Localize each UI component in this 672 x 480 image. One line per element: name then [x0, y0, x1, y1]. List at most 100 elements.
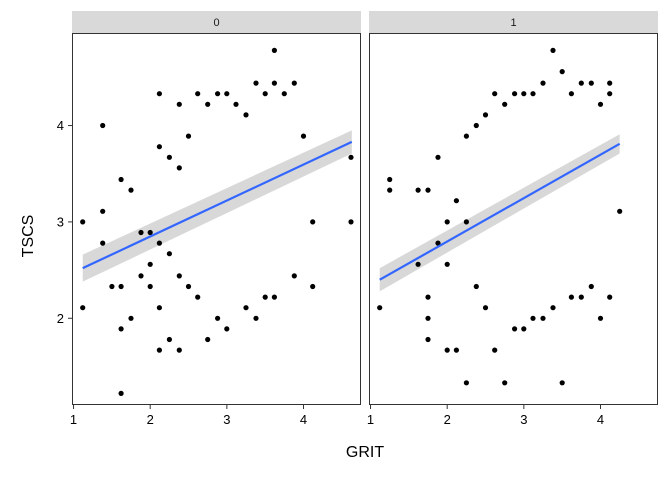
data-point — [540, 315, 546, 321]
data-point — [387, 176, 393, 183]
data-point — [166, 154, 172, 160]
y-axis-title: TSCS — [20, 215, 37, 258]
data-point — [205, 336, 211, 343]
data-point — [291, 273, 297, 279]
data-point — [482, 112, 489, 118]
data-point — [568, 294, 575, 300]
data-point — [550, 305, 556, 311]
panel-0: 0 — [72, 11, 361, 405]
data-point — [578, 80, 584, 86]
data-point — [377, 305, 383, 311]
data-point — [118, 390, 124, 396]
x-tick-label: 3 — [223, 412, 230, 427]
data-point — [559, 380, 565, 386]
data-point — [185, 133, 192, 139]
data-point — [492, 91, 498, 97]
data-point — [425, 187, 431, 193]
data-point — [415, 187, 421, 193]
data-point — [185, 283, 192, 290]
data-point — [482, 305, 489, 311]
data-point — [530, 91, 536, 97]
x-axis-title: GRIT — [346, 444, 384, 461]
data-point — [109, 283, 115, 290]
data-point — [118, 176, 124, 183]
panel-0-points — [80, 47, 354, 396]
data-point — [253, 80, 259, 86]
y-tick-label: 4 — [57, 118, 64, 133]
x-tick-label: 2 — [444, 412, 451, 427]
data-point — [540, 80, 546, 86]
y-axis: 2 3 4 — [57, 118, 72, 326]
data-point — [550, 47, 556, 54]
data-point — [215, 315, 221, 321]
data-point — [138, 229, 144, 236]
panel-1-strip — [369, 11, 658, 33]
data-point — [607, 91, 613, 97]
panel-1: 1 — [369, 11, 658, 405]
data-point — [128, 187, 134, 193]
data-point — [243, 112, 249, 118]
data-point — [291, 80, 297, 86]
data-point — [253, 315, 259, 321]
x-axis-panel-1: 1 2 3 4 — [367, 405, 604, 427]
data-point — [156, 240, 162, 246]
data-point — [195, 91, 201, 97]
data-point — [463, 219, 469, 225]
data-point — [147, 283, 153, 290]
data-point — [262, 91, 268, 97]
x-tick-label: 1 — [367, 412, 374, 427]
data-point — [502, 101, 508, 107]
data-point — [597, 315, 604, 321]
data-point — [425, 315, 431, 321]
data-point — [100, 240, 106, 246]
data-point — [271, 80, 277, 86]
data-point — [156, 305, 162, 311]
x-tick-label: 1 — [70, 412, 77, 427]
data-point — [118, 326, 124, 332]
data-point — [262, 294, 268, 300]
data-point — [511, 91, 518, 97]
data-point — [502, 380, 508, 386]
data-point — [166, 251, 172, 257]
data-point — [473, 283, 479, 290]
x-tick-label: 3 — [520, 412, 527, 427]
panel-1-fit — [379, 142, 621, 281]
y-tick-label: 3 — [57, 214, 64, 229]
data-point — [588, 283, 594, 290]
x-axis-panel-0: 1 2 3 4 — [70, 405, 307, 427]
data-point — [147, 261, 153, 267]
data-point — [271, 47, 277, 54]
data-point — [521, 326, 527, 332]
fit-line — [82, 140, 353, 270]
data-point — [348, 219, 354, 225]
data-point — [271, 294, 277, 300]
data-point — [310, 219, 316, 225]
data-point — [492, 347, 498, 353]
y-tick-label: 2 — [57, 311, 64, 326]
data-point — [568, 91, 575, 97]
data-point — [463, 133, 469, 139]
data-point — [205, 101, 211, 107]
data-point — [118, 283, 124, 290]
data-point — [444, 261, 450, 267]
fit-line — [379, 142, 621, 281]
panel-0-strip-label: 0 — [213, 17, 219, 29]
data-point — [176, 273, 182, 279]
data-point — [453, 347, 459, 353]
data-point — [607, 294, 613, 300]
data-point — [617, 208, 623, 214]
data-point — [100, 208, 106, 214]
data-point — [156, 144, 162, 150]
data-point — [224, 326, 230, 332]
data-point — [597, 101, 604, 107]
data-point — [530, 315, 536, 321]
data-point — [156, 347, 162, 353]
data-point — [176, 165, 182, 171]
data-point — [166, 336, 172, 343]
data-point — [310, 283, 316, 290]
data-point — [425, 294, 431, 300]
data-point — [607, 80, 613, 86]
data-point — [559, 69, 565, 75]
data-point — [435, 154, 441, 160]
